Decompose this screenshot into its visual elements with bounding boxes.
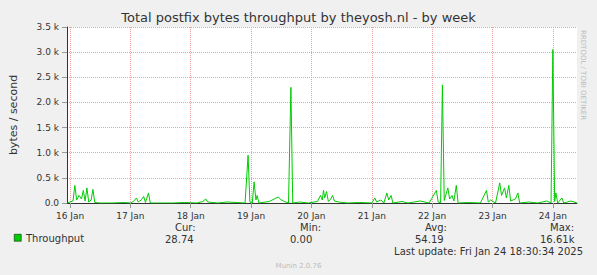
svg-text:18 Jan: 18 Jan xyxy=(177,211,205,221)
svg-text:20 Jan: 20 Jan xyxy=(297,211,325,221)
svg-text:16 Jan: 16 Jan xyxy=(56,211,84,221)
svg-text:21 Jan: 21 Jan xyxy=(358,211,386,221)
svg-text:Max:: Max: xyxy=(550,222,574,233)
svg-text:16.61k: 16.61k xyxy=(540,234,575,245)
svg-text:0.00: 0.00 xyxy=(290,234,312,245)
svg-text:54.19: 54.19 xyxy=(415,234,444,245)
svg-text:28.74: 28.74 xyxy=(165,234,194,245)
svg-text:Min:: Min: xyxy=(300,222,321,233)
svg-text:1.5 k: 1.5 k xyxy=(37,123,60,133)
svg-text:Last update: Fri Jan 24 18:30:: Last update: Fri Jan 24 18:30:34 2025 xyxy=(394,246,583,257)
svg-text:Total postfix bytes throughput: Total postfix bytes throughput by theyos… xyxy=(120,10,476,25)
svg-text:2.0 k: 2.0 k xyxy=(37,97,60,107)
svg-text:17 Jan: 17 Jan xyxy=(116,211,144,221)
svg-text:3.0 k: 3.0 k xyxy=(37,47,60,57)
svg-text:3.5 k: 3.5 k xyxy=(37,22,60,32)
svg-text:2.5 k: 2.5 k xyxy=(37,72,60,82)
svg-text:Throughput: Throughput xyxy=(25,233,84,244)
svg-text:Avg:: Avg: xyxy=(425,222,447,233)
svg-text:Cur:: Cur: xyxy=(175,222,196,233)
svg-text:1.0 k: 1.0 k xyxy=(37,148,60,158)
svg-text:RRDTOOL / TOBI OETIKER: RRDTOOL / TOBI OETIKER xyxy=(579,30,587,120)
svg-text:23 Jan: 23 Jan xyxy=(478,211,506,221)
svg-text:0.5 k: 0.5 k xyxy=(37,173,60,183)
svg-text:Munin 2.0.76: Munin 2.0.76 xyxy=(276,262,322,270)
svg-text:19 Jan: 19 Jan xyxy=(237,211,265,221)
svg-text:0.0: 0.0 xyxy=(45,198,60,208)
svg-text:24 Jan: 24 Jan xyxy=(539,211,567,221)
svg-text:bytes / second: bytes / second xyxy=(7,75,20,155)
svg-text:22 Jan: 22 Jan xyxy=(418,211,446,221)
